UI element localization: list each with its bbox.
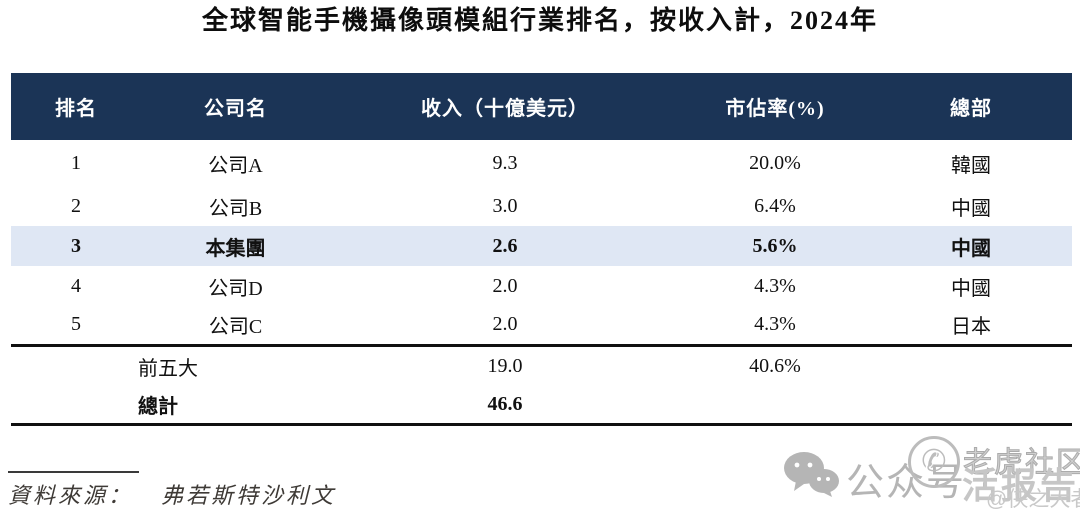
column-header-rank: 排名 [55, 98, 97, 120]
cell-hq: 日本 [951, 316, 991, 339]
source-label: 資料來源： [8, 483, 134, 508]
ranking-table: 排名 公司名 收入（十億美元） 市佔率(%) 總部 1 公司A 9.3 20.0… [11, 73, 1072, 426]
cell-company: 公司A [208, 154, 263, 177]
cell-revenue: 2.0 [492, 313, 518, 336]
cell-rank: 4 [71, 274, 81, 297]
table-row: 1 公司A 9.3 20.0% 韓國 [11, 140, 1072, 186]
cell-hq: 中國 [951, 197, 991, 220]
table-row: 4 公司D 2.0 4.3% 中國 [11, 266, 1072, 306]
watermark-report-text: 活报告 [962, 465, 1080, 506]
cell-share: 5.6% [752, 234, 798, 257]
cell-share: 6.4% [754, 194, 796, 217]
page-title: 全球智能手機攝像頭模組行業排名，按收入計，2024年 [201, 6, 878, 35]
cell-revenue: 2.6 [492, 234, 518, 257]
cell-hq: 韓國 [951, 154, 991, 177]
cell-company: 公司C [208, 316, 263, 339]
summary-share: 40.6% [680, 343, 870, 386]
watermark-community-text: 老虎社区 [962, 447, 1080, 480]
cell-share: 4.3% [754, 274, 796, 297]
summary-label: 總計 [11, 386, 330, 426]
column-header-headquarters: 總部 [950, 98, 992, 120]
table-row: 5 公司C 2.0 4.3% 日本 [11, 306, 1072, 345]
source-note: 資料來源： 弗若斯特沙利文 [8, 478, 336, 510]
summary-share [680, 386, 870, 426]
source-divider-rule [8, 471, 139, 473]
cell-company: 本集團 [205, 237, 266, 260]
cell-rank: 1 [71, 151, 81, 174]
cell-hq: 中國 [951, 237, 991, 260]
summary-revenue: 46.6 [330, 386, 680, 426]
phone-circle-icon: ✆ [908, 436, 960, 488]
cell-share: 4.3% [754, 313, 796, 336]
wechat-icon [782, 451, 840, 497]
cell-revenue: 9.3 [492, 151, 518, 174]
summary-row-total: 總計 46.6 [11, 386, 1072, 426]
table-row-highlighted-group: 3 本集團 2.6 5.6% 中國 [11, 226, 1072, 266]
cell-company: 公司B [208, 197, 263, 220]
summary-revenue: 19.0 [330, 343, 680, 386]
column-header-company: 公司名 [204, 98, 267, 120]
cell-rank: 5 [71, 313, 81, 336]
cell-hq: 中國 [951, 277, 991, 300]
cell-rank: 3 [71, 234, 81, 257]
cell-share: 20.0% [749, 151, 801, 174]
cell-revenue: 2.0 [492, 274, 518, 297]
ranking-table-container: 排名 公司名 收入（十億美元） 市佔率(%) 總部 1 公司A 9.3 20.0… [11, 73, 1072, 426]
summary-label: 前五大 [11, 343, 330, 386]
source-value: 弗若斯特沙利文 [161, 483, 337, 508]
cell-rank: 2 [71, 194, 81, 217]
watermark-handle-text: @侠之大者. [986, 488, 1080, 511]
cell-revenue: 3.0 [492, 194, 518, 217]
summary-row-top5: 前五大 19.0 40.6% [11, 343, 1072, 386]
table-header-row: 排名 公司名 收入（十億美元） 市佔率(%) 總部 [11, 73, 1072, 140]
cell-company: 公司D [208, 277, 263, 300]
column-header-market-share: 市佔率(%) [725, 98, 825, 120]
column-header-revenue: 收入（十億美元） [421, 98, 589, 120]
table-row: 2 公司B 3.0 6.4% 中國 [11, 186, 1072, 226]
